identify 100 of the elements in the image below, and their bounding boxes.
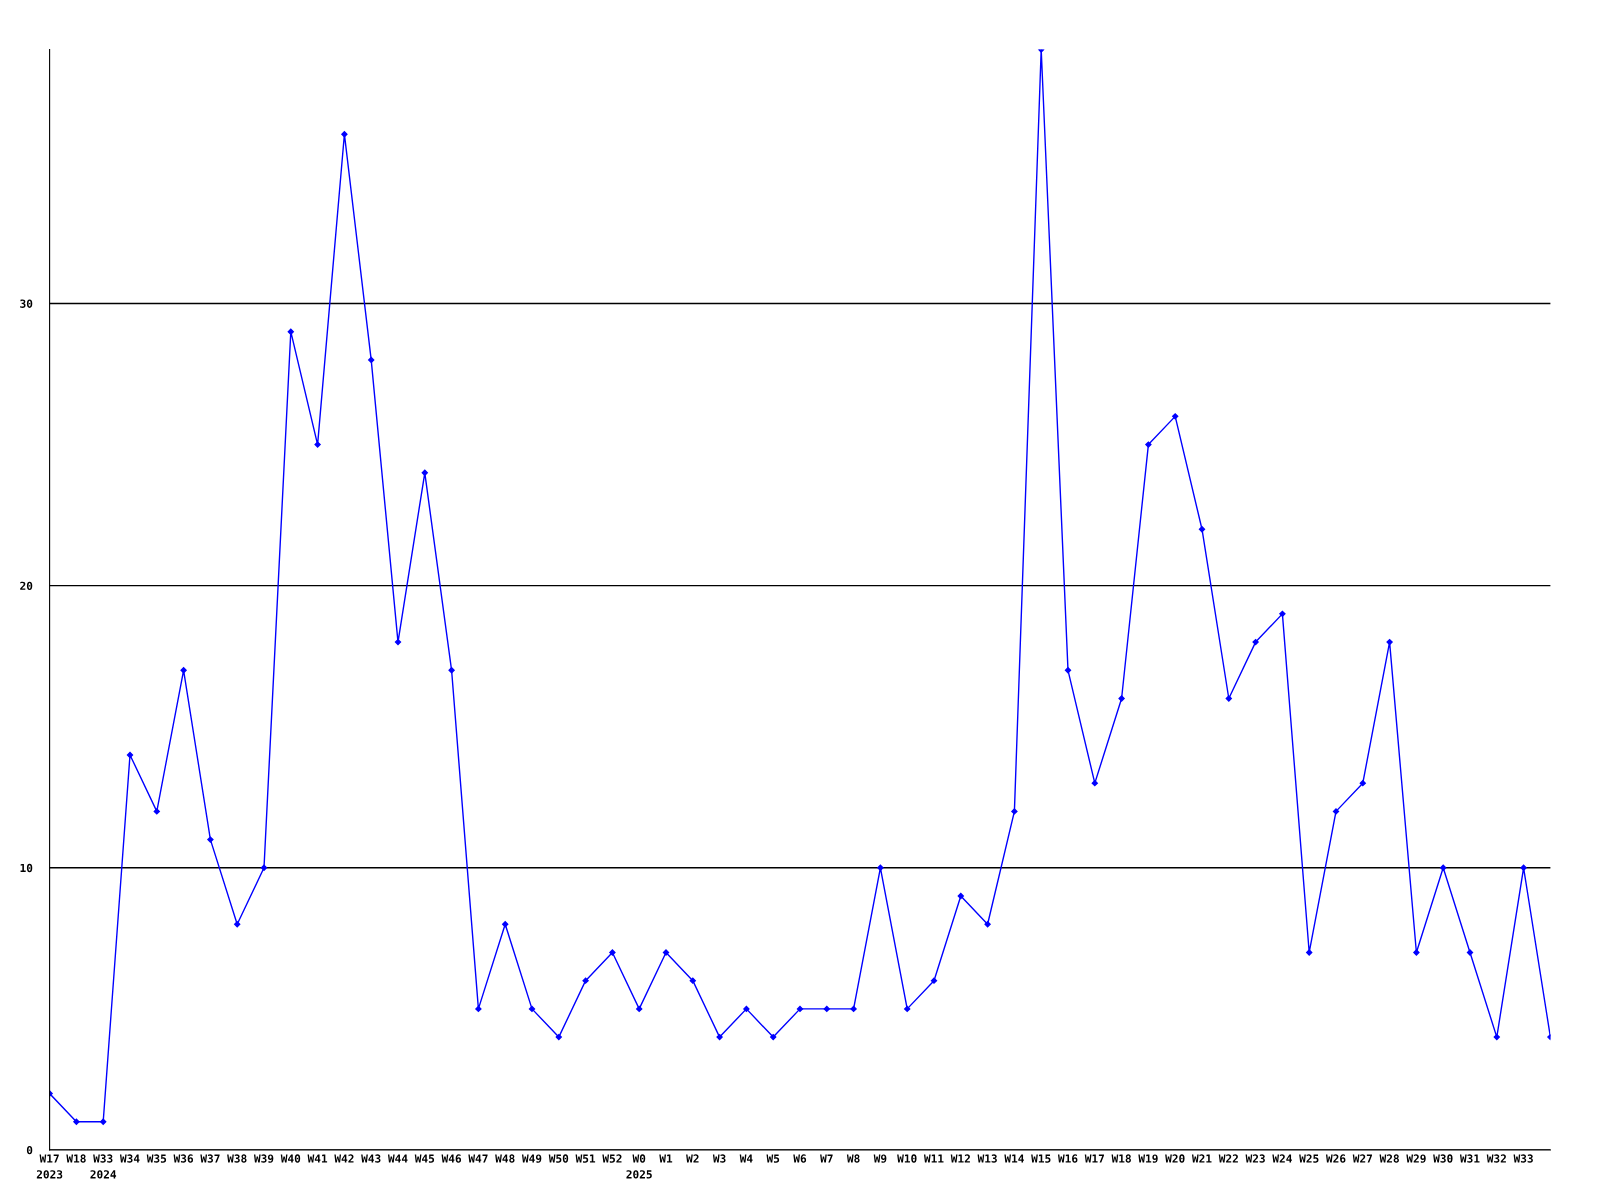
x-tick-label: W19 [1138, 1154, 1158, 1163]
point [341, 131, 348, 138]
point [1091, 780, 1098, 787]
point [1359, 780, 1366, 787]
x-tick-label: W34 [119, 1154, 140, 1163]
x-tick-label: W33 2024 [90, 1154, 117, 1179]
point [368, 356, 375, 364]
x-tick-label: W33 [1513, 1154, 1533, 1163]
x-tick-label: W50 [548, 1154, 569, 1163]
x-tick-label: W47 [468, 1154, 488, 1163]
x-tick-label: W1 [659, 1154, 673, 1163]
point [689, 977, 696, 984]
point [1520, 864, 1527, 871]
point [234, 921, 241, 928]
y-tick-label: 20 [20, 581, 33, 591]
x-tick-label: W24 [1272, 1154, 1292, 1163]
point [904, 1005, 911, 1013]
x-tick-label: W36 [173, 1154, 194, 1163]
point [1332, 808, 1340, 815]
point [73, 1118, 80, 1125]
x-tick-label: W45 [414, 1154, 435, 1163]
x-tick-label: W22 [1218, 1154, 1238, 1163]
point [796, 1005, 804, 1013]
point [475, 1005, 482, 1013]
point [957, 892, 964, 900]
point [1306, 949, 1313, 956]
point [180, 667, 187, 674]
x-tick-label: W25 [1299, 1154, 1319, 1163]
x-tick-label: W41 [307, 1154, 328, 1163]
x-tick-label: W21 [1191, 1154, 1212, 1163]
point [555, 1033, 562, 1041]
point [877, 864, 884, 871]
line-series [49, 49, 1551, 1125]
x-tick-label: W3 [712, 1154, 726, 1163]
point [582, 977, 589, 984]
x-tick-label: W18 [1111, 1154, 1131, 1163]
x-tick-label: W31 [1459, 1154, 1480, 1163]
point [1064, 667, 1072, 674]
point [287, 328, 294, 335]
x-tick-label: W15 [1031, 1154, 1051, 1163]
point [1413, 949, 1420, 956]
x-tick-label: W9 [873, 1154, 887, 1163]
point [636, 1005, 643, 1013]
point [1252, 638, 1259, 646]
x-tick-label: W13 [977, 1154, 997, 1163]
x-tick-label: W0 2025 [626, 1154, 652, 1179]
x-tick-label: W37 [200, 1154, 220, 1163]
x-tick-label: W26 [1325, 1154, 1346, 1163]
x-tick-label: W52 [602, 1154, 622, 1163]
point [1440, 864, 1447, 871]
x-tick-label: W42 [334, 1154, 354, 1163]
x-tick-label: W2 [686, 1154, 699, 1163]
x-tick-label: W7 [820, 1154, 833, 1163]
x-tick-label: W11 [923, 1154, 944, 1163]
point [207, 836, 214, 843]
x-tick-label: W12 [950, 1154, 970, 1163]
point [502, 921, 509, 928]
y-tick-label: 30 [20, 299, 33, 308]
x-tick-label: W30 [1433, 1154, 1453, 1163]
x-tick-label: W16 [1057, 1154, 1078, 1163]
point [930, 977, 938, 984]
point [770, 1033, 777, 1041]
x-tick-label: W4 [739, 1154, 753, 1163]
y-tick-label: 0 [26, 1145, 33, 1155]
x-tick-label: W48 [495, 1154, 515, 1163]
x-tick-label: W17 2023 [36, 1154, 63, 1179]
x-tick-label: W8 [846, 1154, 860, 1163]
point [1011, 808, 1018, 815]
x-tick-label: W18 [66, 1154, 86, 1163]
point [609, 949, 616, 956]
x-tick-label: W43 [361, 1154, 381, 1163]
x-tick-label: W38 [227, 1154, 247, 1163]
point [153, 808, 160, 815]
x-tick-label: W14 [1004, 1154, 1024, 1163]
y-tick-label: 10 [20, 863, 33, 873]
x-tick-label: W10 [897, 1154, 917, 1163]
point [421, 469, 428, 476]
point [743, 1005, 750, 1013]
point [100, 1118, 107, 1125]
point [1279, 610, 1286, 618]
point [1386, 638, 1393, 646]
x-tick-label: W35 [146, 1154, 167, 1163]
x-tick-label: W40 [280, 1154, 301, 1163]
x-tick-label: W6 [793, 1154, 807, 1163]
x-tick-label: W20 [1165, 1154, 1185, 1163]
point [314, 441, 321, 448]
point [126, 751, 134, 759]
x-tick-label: W32 [1486, 1154, 1506, 1163]
x-tick-label: W51 [575, 1154, 596, 1163]
point [850, 1005, 857, 1013]
point [394, 638, 402, 646]
point [1145, 441, 1152, 448]
x-tick-label: W44 [387, 1154, 408, 1163]
x-tick-label: W17 [1084, 1154, 1104, 1163]
x-tick-label: W39 [253, 1154, 274, 1163]
x-tick-label: W29 [1406, 1154, 1426, 1163]
point [716, 1033, 723, 1041]
x-tick-label: W28 [1379, 1154, 1399, 1163]
point [1198, 526, 1206, 533]
x-tick-label: W27 [1352, 1154, 1372, 1163]
